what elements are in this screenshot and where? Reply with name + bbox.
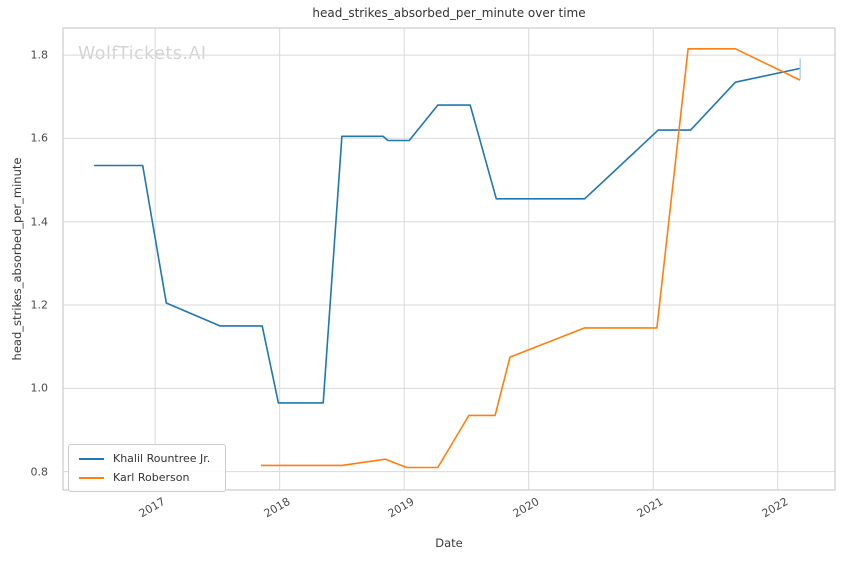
y-tick-label: 0.8: [30, 465, 49, 479]
y-tick-label: 1.4: [30, 215, 49, 229]
y-tick-label: 1.8: [30, 48, 49, 62]
legend-entry: Khalil Rountree Jr.: [75, 449, 219, 468]
legend-line-swatch: [79, 457, 104, 460]
y-tick-label: 1.6: [30, 131, 49, 145]
legend-entry: Karl Roberson: [75, 468, 219, 487]
y-tick-label: 1.0: [30, 381, 49, 395]
legend-line-swatch: [79, 476, 104, 479]
legend: Khalil Rountree Jr. Karl Roberson: [68, 444, 226, 492]
series-line-0: [94, 67, 801, 404]
y-axis-label: head_strikes_absorbed_per_minute: [10, 157, 24, 361]
plot-spines: [62, 27, 836, 491]
chart-title: head_strikes_absorbed_per_minute over ti…: [312, 6, 586, 20]
x-axis-label: Date: [435, 536, 463, 550]
watermark: WolfTickets.AI: [78, 44, 207, 64]
y-tick-label: 1.2: [30, 298, 49, 312]
legend-label: Khalil Rountree Jr.: [113, 452, 211, 465]
series-line-1: [261, 47, 801, 469]
legend-label: Karl Roberson: [113, 471, 190, 484]
